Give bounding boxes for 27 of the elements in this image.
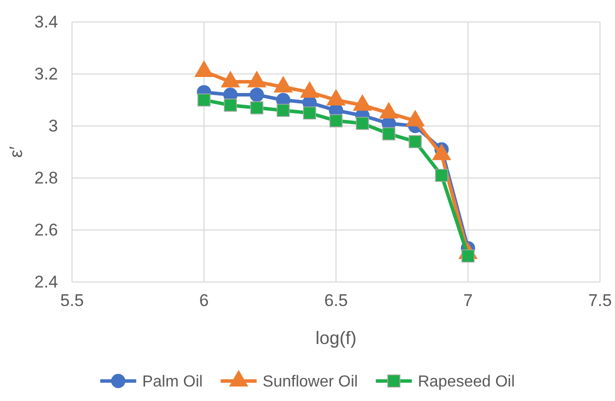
- legend-label: Rapeseed Oil: [418, 374, 515, 391]
- x-tick-label: 6: [199, 291, 209, 310]
- point: [356, 116, 369, 130]
- x-tick-label: 7: [463, 291, 473, 310]
- y-tick-label: 2.8: [34, 168, 58, 188]
- point: [408, 135, 422, 148]
- point: [224, 98, 237, 112]
- legend-label: Sunflower Oil: [262, 374, 358, 391]
- y-axis-title: ε′: [6, 146, 26, 158]
- x-tick-label: 7.5: [588, 291, 612, 310]
- point: [197, 93, 211, 107]
- y-tick-label: 3.4: [34, 12, 58, 32]
- y-tick-label: 2.6: [34, 220, 58, 240]
- point: [303, 106, 316, 120]
- legend-label: Palm Oil: [142, 374, 203, 391]
- point: [329, 114, 343, 128]
- x-tick-label: 6.5: [324, 291, 348, 310]
- point: [382, 127, 396, 140]
- point: [250, 101, 264, 114]
- point: [276, 104, 290, 117]
- y-tick-label: 3: [48, 116, 58, 136]
- y-tick-label: 2.4: [34, 272, 58, 292]
- y-tick-label: 3.2: [34, 64, 58, 84]
- x-tick-label: 5.5: [60, 291, 84, 310]
- point: [250, 88, 264, 102]
- point: [435, 168, 448, 182]
- x-axis-title: log(f): [315, 328, 357, 348]
